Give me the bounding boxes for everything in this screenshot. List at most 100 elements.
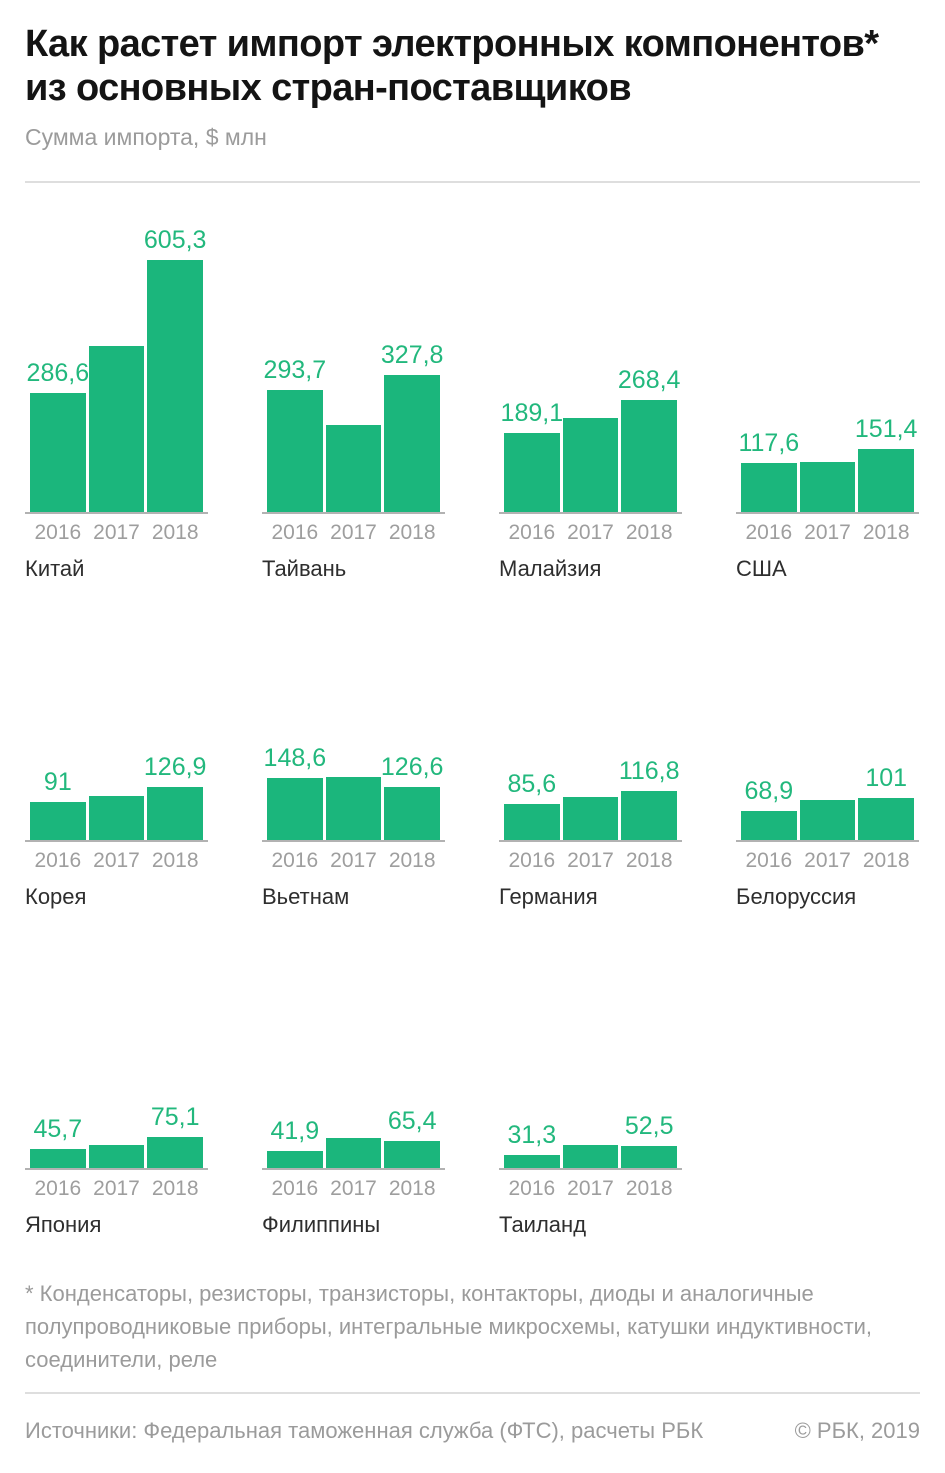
bar-group-2018: 101	[858, 740, 915, 840]
bar-2017	[799, 800, 856, 840]
bar-group-2018: 605,3	[144, 212, 206, 512]
bar-2016	[741, 463, 797, 512]
value-label: 151,4	[854, 415, 918, 443]
x-axis-line	[25, 512, 208, 514]
bar-2018	[147, 787, 204, 840]
year-label: 2018	[862, 849, 910, 872]
bar-group-2017	[325, 1098, 382, 1168]
year-label: 2018	[151, 521, 199, 544]
country-label: Тайвань	[262, 556, 347, 581]
year-label: 2016	[34, 849, 82, 872]
bar-group-2016: 31,3	[504, 1098, 560, 1168]
bar-2018	[147, 1137, 204, 1168]
divider-top	[25, 181, 920, 183]
x-axis-line	[736, 840, 919, 842]
bar-2017	[325, 1138, 382, 1168]
bar-group-2016: 117,6	[738, 212, 800, 512]
bar-group-2017	[88, 740, 145, 840]
year-label: 2016	[271, 849, 319, 872]
year-label: 2017	[567, 849, 614, 872]
bar-2018	[384, 1141, 441, 1168]
x-axis-line	[736, 512, 919, 514]
country-label: Германия	[499, 884, 598, 909]
plot-area: 117,6 151,4	[736, 212, 919, 512]
bar-2018	[858, 798, 915, 840]
value-label: 68,9	[744, 777, 794, 805]
year-labels: 2016 2017 2018	[736, 514, 919, 545]
value-label: 116,8	[618, 757, 680, 785]
x-axis-line	[499, 840, 682, 842]
year-label: 2018	[388, 1177, 436, 1200]
bar-group-2016: 91	[30, 740, 86, 840]
value-label: 126,6	[380, 753, 444, 781]
chart-row: 286,6 605,3 2016 2017 2018 Китай 293,7 327,8 201…	[25, 212, 920, 582]
bar-group-2016: 189,1	[501, 212, 563, 512]
footnote: * Конденсаторы, резисторы, транзисторы, …	[25, 1281, 873, 1372]
year-label: 2017	[330, 521, 377, 544]
year-labels: 2016 2017 2018	[25, 514, 208, 545]
bar-2018	[384, 375, 441, 512]
plot-area: 91 126,9	[25, 740, 208, 840]
x-axis-line	[25, 840, 208, 842]
year-label: 2016	[34, 1177, 82, 1200]
bar-2016	[30, 802, 86, 840]
year-label: 2016	[34, 521, 82, 544]
plot-area: 189,1 268,4	[499, 212, 682, 512]
year-label: 2018	[625, 849, 673, 872]
country-chart: 68,9 101 2016 2017 2018 Белоруссия	[736, 740, 919, 910]
bar-group-2017	[88, 1098, 145, 1168]
year-labels: 2016 2017 2018	[499, 1170, 682, 1201]
value-label: 117,6	[738, 429, 800, 457]
bar-2017	[799, 462, 856, 512]
value-label: 45,7	[33, 1115, 83, 1143]
charts-grid: 286,6 605,3 2016 2017 2018 Китай 293,7 327,8 201…	[25, 212, 920, 1238]
bar-group-2017	[562, 1098, 619, 1168]
bar-group-2016: 68,9	[741, 740, 797, 840]
bar-2017	[88, 346, 145, 512]
page-title: Как растет импорт электронных компоненто…	[25, 22, 920, 110]
year-label: 2018	[625, 521, 673, 544]
x-axis-line	[499, 512, 682, 514]
bar-group-2017	[799, 212, 856, 512]
bar-group-2017	[799, 740, 856, 840]
bar-group-2018: 151,4	[855, 212, 917, 512]
country-chart: 148,6 126,6 2016 2017 2018 Вьетнам	[262, 740, 445, 910]
value-label: 268,4	[617, 366, 681, 394]
value-label: 101	[865, 764, 908, 792]
title-line-2: из основных стран-поставщиков	[25, 67, 632, 109]
plot-area: 45,7 75,1	[25, 1098, 208, 1168]
source-row: Источники: Федеральная таможенная служба…	[25, 1418, 920, 1444]
country-label: Белоруссия	[736, 884, 857, 909]
bar-2016	[504, 433, 560, 512]
bar-group-2018: 126,6	[381, 740, 443, 840]
country-chart: 117,6 151,4 2016 2017 2018 США	[736, 212, 919, 582]
x-axis-line	[262, 840, 445, 842]
year-label: 2016	[508, 1177, 556, 1200]
bar-2016	[267, 1151, 323, 1168]
value-label: 327,8	[380, 341, 444, 369]
source-text: Источники: Федеральная таможенная служба…	[25, 1418, 704, 1443]
bar-2017	[562, 797, 619, 840]
x-axis-line	[25, 1168, 208, 1170]
value-label: 75,1	[150, 1103, 200, 1131]
plot-area: 31,3 52,5	[499, 1098, 682, 1168]
year-labels: 2016 2017 2018	[25, 842, 208, 873]
year-label: 2017	[330, 849, 377, 872]
bar-2016	[30, 1149, 86, 1168]
bar-2018	[858, 449, 915, 512]
year-label: 2017	[330, 1177, 377, 1200]
year-label: 2017	[567, 521, 614, 544]
bar-2018	[621, 791, 678, 840]
value-label: 148,6	[263, 744, 327, 772]
year-label: 2016	[745, 521, 793, 544]
bar-group-2018: 126,9	[144, 740, 206, 840]
year-label: 2018	[625, 1177, 673, 1200]
year-labels: 2016 2017 2018	[499, 514, 682, 545]
country-chart: 45,7 75,1 2016 2017 2018 Япония	[25, 1098, 208, 1238]
bar-group-2018: 116,8	[618, 740, 680, 840]
country-label: Филиппины	[262, 1212, 381, 1237]
country-label: Япония	[25, 1212, 102, 1237]
bar-group-2018: 268,4	[618, 212, 680, 512]
bar-2017	[562, 1145, 619, 1168]
bar-2016	[267, 778, 323, 840]
